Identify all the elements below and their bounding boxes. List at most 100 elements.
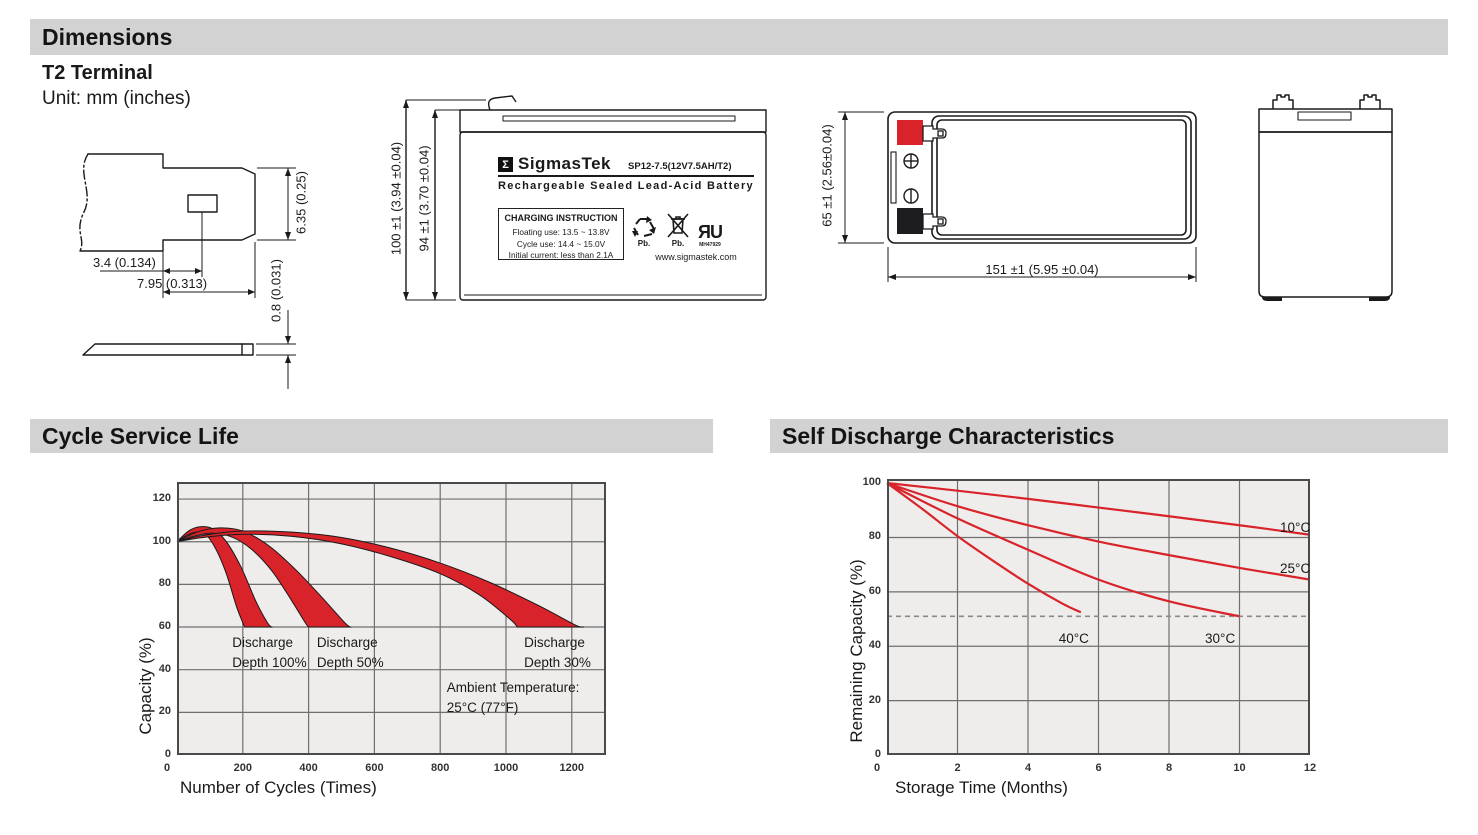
faston-tabs	[922, 125, 947, 230]
y-tick-label: 40	[868, 639, 881, 652]
section-header-self-discharge: Self Discharge Characteristics	[770, 419, 1448, 453]
pb-recycle-icon	[632, 216, 656, 237]
self-discharge-x-axis-title: Storage Time (Months)	[895, 778, 1068, 797]
battery-side-view-drawing	[1258, 94, 1393, 301]
dim-height-total: 100 ±1 (3.94 ±0.04)	[388, 141, 404, 256]
chart-annotation: 30°C	[1205, 630, 1236, 646]
front-view-outline	[403, 95, 767, 301]
chart-annotation: Discharge Depth 30%	[524, 635, 591, 670]
terminal-hole	[187, 194, 218, 213]
dim-thickness: 0.8 (0.031)	[268, 259, 284, 322]
charging-instruction-box: CHARGING INSTRUCTION Floating use: 13.5 …	[498, 208, 624, 260]
cycle-chart-canvas	[176, 482, 606, 755]
charging-line-initial: Initial current: less than 2.1A	[508, 250, 614, 261]
y-tick-label: 20	[158, 705, 171, 718]
y-tick-label: 40	[158, 662, 171, 675]
y-tick-label: 60	[868, 584, 881, 597]
x-tick-label: 1000	[493, 762, 519, 774]
x-tick-label: 4	[1024, 762, 1032, 774]
self-discharge-canvas	[886, 479, 1311, 755]
dim-hole-offset: 3.4 (0.134)	[93, 255, 156, 270]
terminal-post-right	[1359, 94, 1381, 109]
x-tick-label: 12	[1303, 762, 1317, 774]
dim-tab-length: 7.95 (0.313)	[137, 276, 208, 291]
terminal-profile-outline	[79, 153, 256, 252]
feet	[1262, 297, 1390, 301]
cycle-x-axis-title: Number of Cycles (Times)	[180, 778, 377, 797]
website-url: www.sigmastek.com	[655, 252, 737, 262]
x-tick-label: 0	[873, 762, 881, 774]
section-header-dimensions: Dimensions	[30, 19, 1448, 55]
battery-front-view-drawing: Σ SigmasTek SP12-7.5(12V7.5AH/T2) Rechar…	[390, 85, 776, 315]
pb-recycle-label: Pb.	[637, 239, 651, 248]
terminal-type-title: T2 Terminal	[42, 62, 153, 84]
positive-terminal	[897, 120, 923, 145]
dim-height-body: 94 ±1 (3.70 ±0.04)	[416, 145, 432, 252]
battery-label: Σ SigmasTek SP12-7.5(12V7.5AH/T2) Rechar…	[498, 155, 754, 275]
chart-annotation: Discharge Depth 50%	[316, 635, 384, 670]
pb-bin-label: Pb.	[671, 239, 685, 248]
self-discharge-chart: Storage Time (Months) Remaining Capacity…	[845, 470, 1365, 810]
body	[1258, 131, 1393, 298]
self-discharge-plot	[886, 479, 1311, 755]
dimension-arrowheads	[163, 168, 291, 363]
y-tick-label: 100	[152, 534, 171, 547]
polarity-symbols	[903, 153, 919, 204]
lid-strip	[502, 115, 736, 122]
x-tick-label: 2	[954, 762, 961, 774]
x-tick-label: 200	[233, 762, 252, 774]
charging-title: CHARGING INSTRUCTION	[504, 213, 618, 223]
compliance-icons: Pb. Pb. ЯU MH47929	[630, 213, 723, 248]
terminal-dimension-drawing	[79, 153, 296, 389]
dim-width: 151 ±1 (5.95 ±0.04)	[985, 262, 1099, 277]
brand-row: Σ SigmasTek SP12-7.5(12V7.5AH/T2)	[498, 155, 754, 177]
y-tick-label: 80	[868, 530, 881, 543]
chart-annotation: Ambient Temperature: 25°C (77°F)	[446, 680, 580, 715]
terminal-post-left	[1272, 94, 1294, 109]
dimension-arrowheads	[842, 112, 1196, 280]
y-tick-label: 60	[158, 620, 171, 633]
x-tick-label: 0	[163, 762, 171, 774]
lid-notch	[1297, 111, 1352, 121]
pb-waste-bin-icon	[667, 213, 689, 238]
x-tick-label: 800	[431, 762, 450, 774]
y-tick-label: 0	[164, 748, 171, 760]
x-tick-label: 6	[1095, 762, 1102, 774]
body	[459, 131, 767, 301]
y-tick-label: 20	[868, 693, 881, 706]
x-tick-label: 10	[1233, 762, 1246, 774]
section-header-cycle-service-life: Cycle Service Life	[30, 419, 713, 453]
cycle-chart-plot	[176, 482, 606, 755]
x-tick-label: 400	[299, 762, 318, 774]
unit-note: Unit: mm (inches)	[42, 88, 191, 109]
negative-terminal	[897, 208, 923, 234]
dimension-lines	[100, 167, 296, 389]
battery-top-view-drawing	[838, 111, 1197, 282]
dim-depth: 65 ±1 (2.56±0.04)	[819, 124, 835, 227]
charging-line-floating: Floating use: 13.5 ~ 13.8V	[512, 227, 610, 237]
handle	[487, 95, 517, 111]
y-tick-label: 120	[152, 492, 171, 505]
y-tick-label: 0	[874, 748, 881, 760]
ul-recognized-mark-icon: ЯU	[698, 222, 723, 242]
dimension-arrowheads	[403, 100, 438, 300]
top-view-outline	[887, 111, 1197, 244]
x-tick-label: 1200	[559, 762, 585, 774]
x-tick-label: 8	[1165, 762, 1173, 774]
y-tick-label: 80	[158, 577, 171, 590]
brand-name: SigmasTek	[518, 154, 612, 173]
brand-sigma-mark: Σ	[498, 157, 513, 172]
charging-line-cycle: Cycle use: 14.4 ~ 15.0V	[516, 238, 606, 249]
break-line	[79, 153, 89, 252]
battery-type-line: Rechargeable Sealed Lead-Acid Battery	[498, 180, 754, 192]
y-tick-label: 100	[862, 476, 881, 489]
dim-tab-width: 6.35 (0.25)	[293, 171, 309, 234]
terminal-bottom-bar	[82, 343, 254, 356]
chart-annotation: 40°C	[1058, 630, 1089, 646]
x-tick-label: 600	[365, 762, 384, 774]
chart-annotation: Discharge Depth 100%	[232, 635, 307, 670]
chart-annotation: 25°C	[1280, 561, 1311, 577]
ul-file-number: MH47929	[699, 242, 721, 248]
